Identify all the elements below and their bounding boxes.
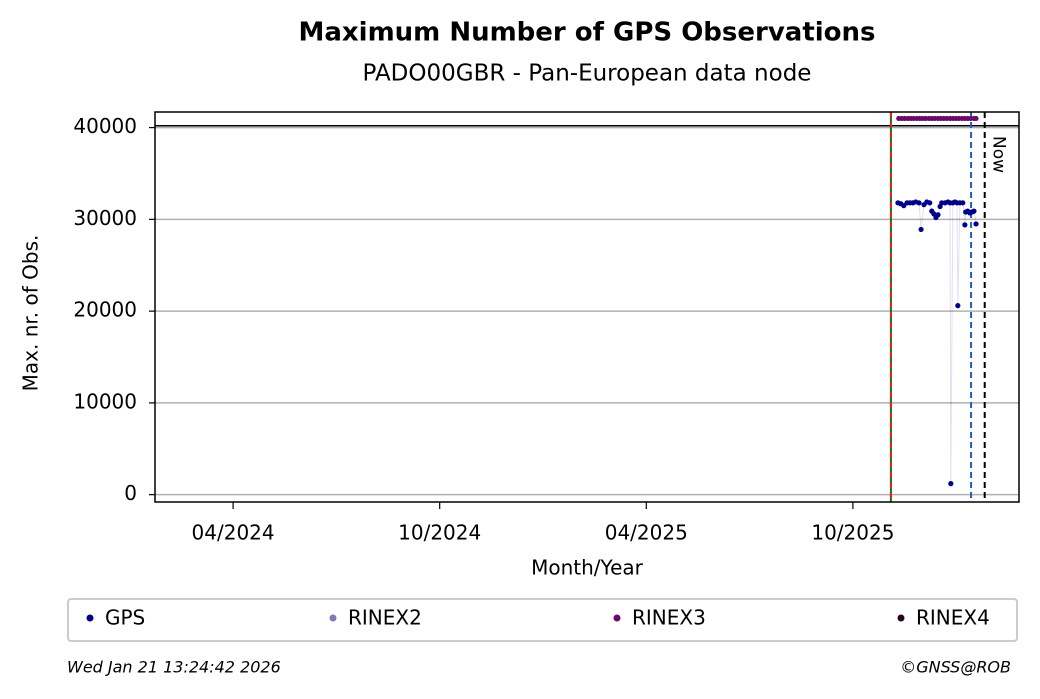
credit: ©GNSS@ROB: [900, 658, 1011, 677]
legend-label: RINEX2: [348, 606, 422, 630]
data-point: [973, 115, 979, 122]
marker-label: Now: [989, 136, 1009, 173]
legend-label: RINEX4: [916, 606, 990, 630]
legend-marker: [613, 614, 621, 622]
data-point: [935, 212, 941, 218]
y-tick-label: 30000: [73, 206, 137, 230]
timestamp: Wed Jan 21 13:24:42 2026: [67, 658, 281, 677]
x-tick-label: 10/2025: [811, 521, 894, 545]
y-tick-label: 0: [124, 481, 137, 505]
data-point: [960, 200, 966, 206]
series-line: [897, 201, 977, 484]
chart-title: Maximum Number of GPS Observations: [298, 18, 875, 48]
x-tick-label: 04/2024: [192, 521, 275, 545]
data-point: [948, 481, 954, 487]
y-tick-label: 10000: [73, 389, 137, 413]
legend-box: [67, 598, 1018, 642]
y-tick-label: 20000: [73, 298, 137, 322]
data-point: [971, 208, 977, 214]
legend-marker: [86, 614, 94, 622]
x-tick-label: 04/2025: [605, 521, 688, 545]
data-point: [916, 200, 922, 206]
x-tick-label: 10/2024: [398, 521, 481, 545]
data-point: [973, 221, 979, 227]
legend-marker: [329, 614, 337, 622]
legend-label: GPS: [105, 606, 145, 630]
y-axis-label: Max. nr. of Obs.: [19, 235, 43, 392]
legend-marker: [897, 614, 905, 622]
data-point: [927, 200, 933, 206]
data-point: [918, 226, 924, 233]
y-tick-label: 40000: [73, 114, 137, 138]
chart-subtitle: PADO00GBR - Pan-European data node: [363, 61, 812, 87]
legend-label: RINEX3: [632, 606, 706, 630]
plot-frame: [154, 111, 1020, 503]
data-point: [962, 222, 968, 228]
x-axis-label: Month/Year: [531, 556, 644, 580]
data-point: [955, 303, 961, 309]
